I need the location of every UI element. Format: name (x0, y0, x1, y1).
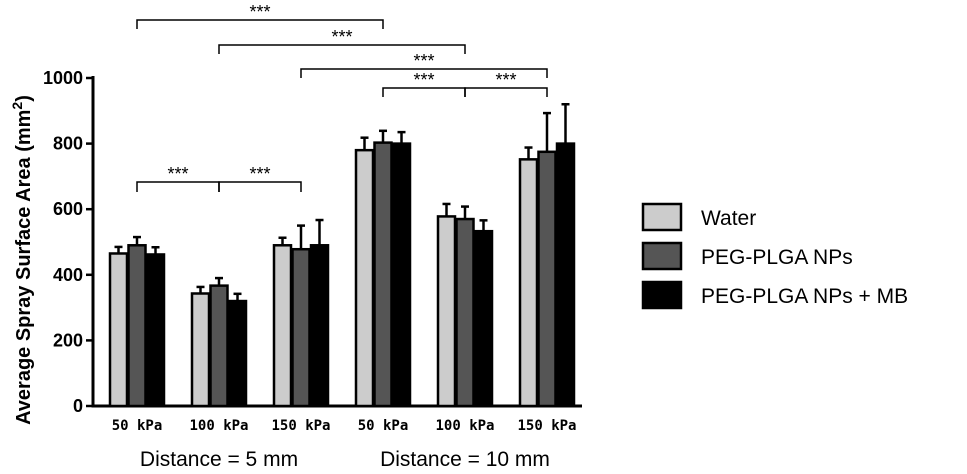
legend-label: Water (701, 207, 756, 230)
significance-label: *** (331, 27, 352, 47)
bar (354, 148, 375, 408)
significance-label: *** (495, 70, 516, 90)
bar (555, 142, 576, 408)
bar (436, 215, 457, 408)
significance-bracket (300, 68, 548, 78)
y-tick-label: 200 (53, 330, 83, 350)
x-group-label: Distance = 5 mm (140, 448, 298, 471)
significance-bracket (464, 87, 548, 97)
significance-bracket (218, 44, 466, 54)
x-category-label: 100 kPa (189, 418, 248, 434)
bar (455, 217, 475, 408)
y-tick-label: 800 (53, 134, 83, 154)
x-category-label: 150 kPa (271, 418, 330, 434)
x-category-label: 100 kPa (435, 418, 494, 434)
x-category-label: 50 kPa (112, 418, 163, 434)
bar (190, 292, 211, 408)
axes: 0 200 400 600 800 1000 (43, 68, 582, 416)
significance-label: *** (249, 164, 270, 184)
bar (272, 244, 293, 408)
bar (518, 158, 539, 408)
significance-label: *** (249, 2, 270, 22)
bar (227, 299, 248, 408)
significance-label: *** (413, 70, 434, 90)
x-category-label: 150 kPa (517, 418, 576, 434)
legend-label: PEG-PLGA NPs + MB (701, 285, 908, 308)
bars (108, 141, 576, 408)
y-axis-label: Average Spray Surface Area (mm2) (9, 95, 35, 425)
bar (473, 229, 494, 408)
bar (145, 253, 166, 408)
axis-labels: 50 kPa 100 kPa 150 kPa 50 kPa 100 kPa 150 kPa… (9, 95, 577, 471)
legend-swatch (641, 202, 683, 232)
bar (209, 284, 229, 408)
legend: Water PEG-PLGA NPs PEG-PLGA NPs + MB (641, 202, 908, 310)
significance-brackets: ************ ****** *** (136, 2, 548, 192)
x-category-label: 50 kPa (358, 418, 409, 434)
bar (537, 150, 557, 408)
error-bars (114, 102, 570, 302)
significance-bracket (136, 19, 384, 29)
y-tick-label: 1000 (43, 68, 83, 88)
bar (373, 141, 393, 408)
y-tick-label: 400 (53, 265, 83, 285)
bar (391, 142, 412, 408)
significance-label: *** (413, 51, 434, 71)
x-group-label: Distance = 10 mm (380, 448, 550, 471)
y-tick-label: 600 (53, 199, 83, 219)
bar (309, 244, 330, 408)
bar (127, 244, 147, 408)
significance-label: *** (167, 164, 188, 184)
significance-bracket (218, 181, 302, 192)
bar (291, 247, 311, 408)
y-tick-label: 0 (73, 396, 83, 416)
legend-swatch (641, 280, 683, 310)
legend-label: PEG-PLGA NPs (701, 246, 853, 269)
legend-swatch (641, 241, 683, 271)
bar (108, 252, 129, 408)
